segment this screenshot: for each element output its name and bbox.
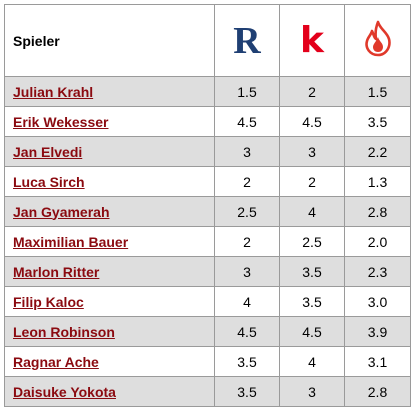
rating-flame-cell: 3.1 [344,346,411,377]
player-name-cell: Erik Wekesser [4,106,215,137]
rating-flame-cell: 2.8 [344,196,411,227]
rating-k-cell: 2 [279,166,345,197]
rating-flame-cell: 3.0 [344,286,411,317]
rating-k-cell: 4 [279,346,345,377]
rating-flame-cell: 3.5 [344,106,411,137]
rating-flame-cell: 3.9 [344,316,411,347]
rating-r-cell: 1.5 [214,76,280,107]
player-link[interactable]: Leon Robinson [13,323,115,340]
table-row: Filip Kaloc 4 3.5 3.0 [4,286,411,317]
table-row: Erik Wekesser 4.5 4.5 3.5 [4,106,411,137]
player-name-cell: Filip Kaloc [4,286,215,317]
rating-flame-cell: 1.5 [344,76,411,107]
rating-r-cell: 2.5 [214,196,280,227]
table-body: Julian Krahl 1.5 2 1.5 Erik Wekesser 4.5 4.5 3.… [4,76,411,407]
table-row: Luca Sirch 2 2 1.3 [4,166,411,197]
player-name-cell: Jan Elvedi [4,136,215,167]
player-link[interactable]: Erik Wekesser [13,113,109,130]
rating-flame-cell: 2.3 [344,256,411,287]
rating-r-cell: 3 [214,136,280,167]
table-row: Daisuke Yokota 3.5 3 2.8 [4,376,411,407]
player-name-cell: Daisuke Yokota [4,376,215,407]
flame-logo-icon [364,20,391,57]
player-name-cell: Luca Sirch [4,166,215,197]
player-link[interactable]: Jan Gyamerah [13,203,110,220]
rating-r-cell: 4.5 [214,316,280,347]
ratings-table-container: Spieler R k Julian Krahl 1.5 2 1.5 Erik Weke… [4,4,411,407]
player-link[interactable]: Maximilian Bauer [13,233,129,250]
rating-k-cell: 4.5 [279,106,345,137]
table-row: Jan Gyamerah 2.5 4 2.8 [4,196,411,227]
rating-flame-cell: 2.8 [344,376,411,407]
rating-source-flame-header [344,4,411,77]
player-name-cell: Maximilian Bauer [4,226,215,257]
player-name-cell: Marlon Ritter [4,256,215,287]
rating-r-cell: 3.5 [214,376,280,407]
player-name-cell: Leon Robinson [4,316,215,347]
rating-k-cell: 3.5 [279,286,345,317]
r-logo-icon: R [233,19,261,62]
player-link[interactable]: Ragnar Ache [13,353,99,370]
table-header-row: Spieler R k [4,4,411,77]
rating-flame-cell: 2.0 [344,226,411,257]
k-logo-icon: k [300,19,324,61]
rating-source-k-header: k [279,4,345,77]
player-link[interactable]: Julian Krahl [13,83,94,100]
rating-r-cell: 4.5 [214,106,280,137]
rating-flame-cell: 2.2 [344,136,411,167]
player-link[interactable]: Filip Kaloc [13,293,84,310]
rating-flame-cell: 1.3 [344,166,411,197]
rating-r-cell: 2 [214,226,280,257]
table-row: Maximilian Bauer 2 2.5 2.0 [4,226,411,257]
table-row: Jan Elvedi 3 3 2.2 [4,136,411,167]
table-row: Marlon Ritter 3 3.5 2.3 [4,256,411,287]
table-row: Julian Krahl 1.5 2 1.5 [4,76,411,107]
rating-k-cell: 4.5 [279,316,345,347]
rating-k-cell: 2 [279,76,345,107]
player-link[interactable]: Luca Sirch [13,173,85,190]
table-row: Leon Robinson 4.5 4.5 3.9 [4,316,411,347]
player-name-cell: Julian Krahl [4,76,215,107]
rating-k-cell: 4 [279,196,345,227]
rating-source-r-header: R [214,4,280,77]
rating-r-cell: 3 [214,256,280,287]
rating-k-cell: 2.5 [279,226,345,257]
player-link[interactable]: Jan Elvedi [13,143,83,160]
player-column-header: Spieler [4,4,215,77]
player-link[interactable]: Daisuke Yokota [13,383,116,400]
rating-k-cell: 3 [279,136,345,167]
table-row: Ragnar Ache 3.5 4 3.1 [4,346,411,377]
rating-k-cell: 3.5 [279,256,345,287]
player-name-cell: Jan Gyamerah [4,196,215,227]
rating-r-cell: 2 [214,166,280,197]
player-link[interactable]: Marlon Ritter [13,263,100,280]
rating-r-cell: 3.5 [214,346,280,377]
rating-r-cell: 4 [214,286,280,317]
rating-k-cell: 3 [279,376,345,407]
player-name-cell: Ragnar Ache [4,346,215,377]
player-ratings-table: Spieler R k Julian Krahl 1.5 2 1.5 Erik Weke… [4,4,411,407]
